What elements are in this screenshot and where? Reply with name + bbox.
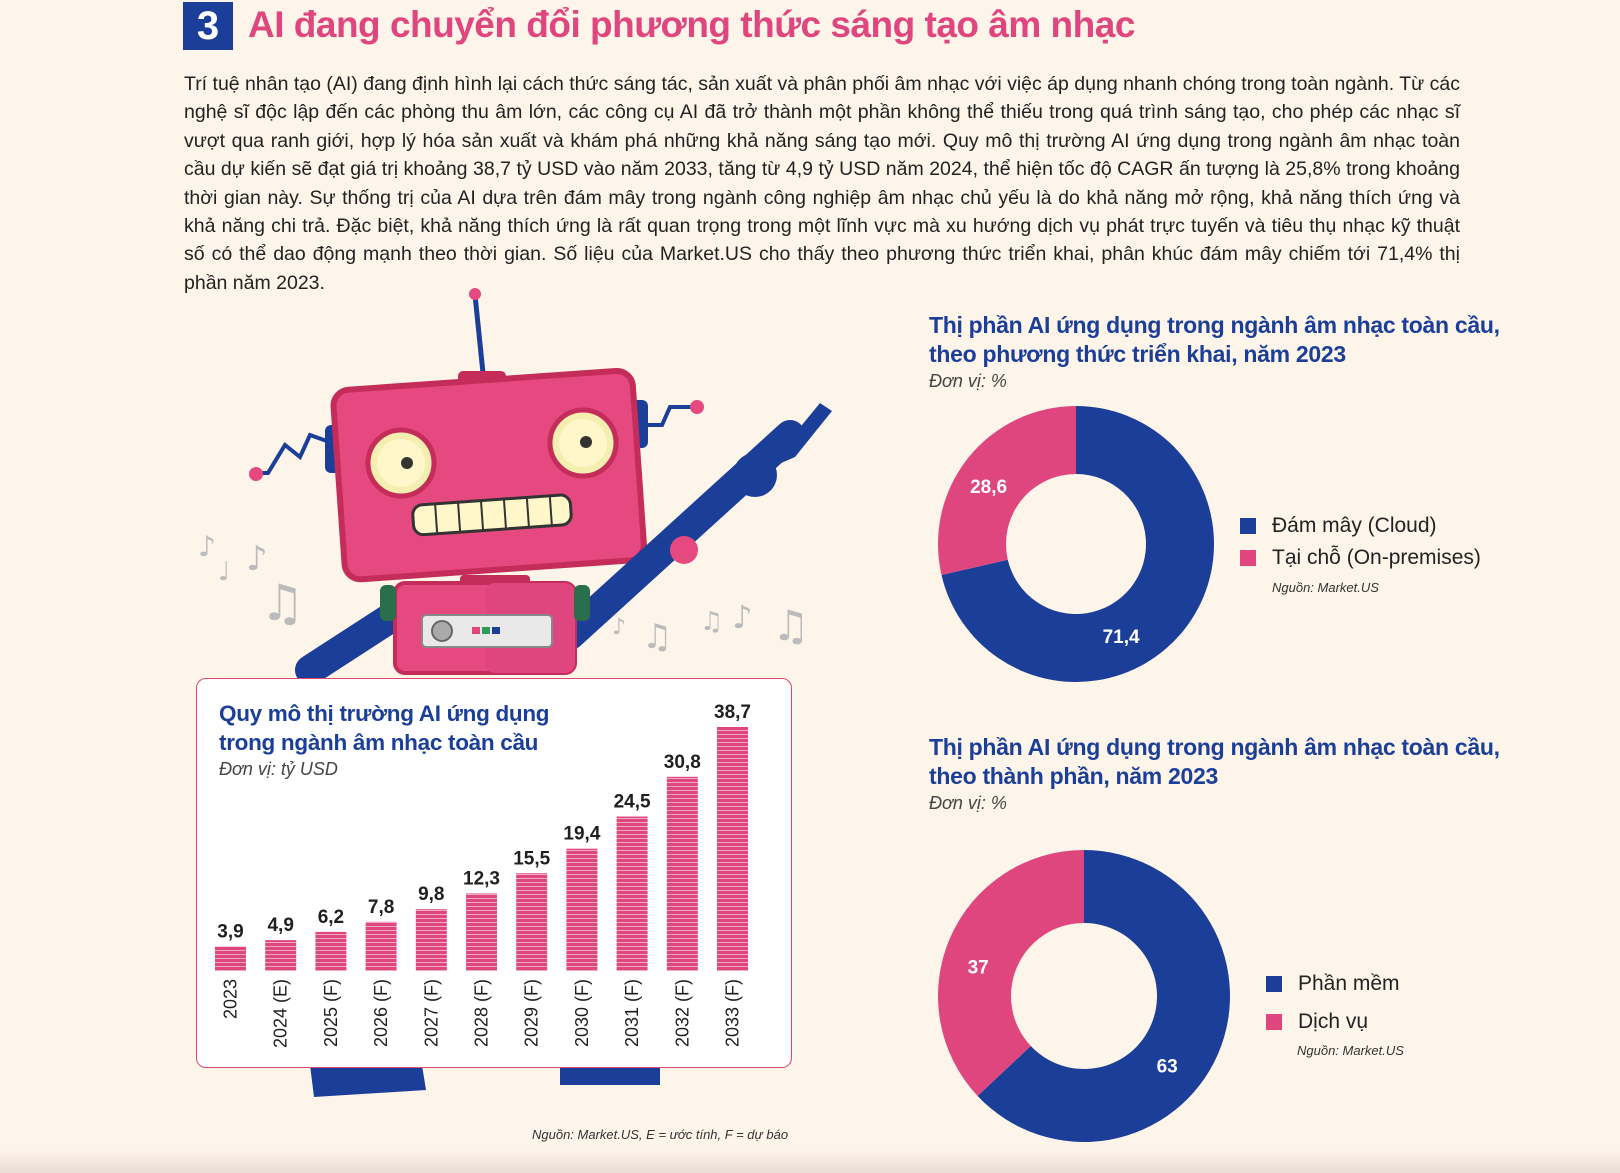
donut-slice-1 bbox=[938, 406, 1076, 575]
legend-swatch-pink bbox=[1240, 550, 1256, 566]
donut-slice-1 bbox=[938, 850, 1084, 1096]
bar-category-label: 2032 (F) bbox=[672, 979, 692, 1047]
legend-swatch-blue bbox=[1266, 976, 1282, 992]
bar-2023 bbox=[215, 946, 246, 971]
bar-chart-title-line2: trong ngành âm nhạc toàn cầu bbox=[219, 730, 539, 755]
bar-value-label: 12,3 bbox=[463, 868, 500, 889]
pie2-legend: Phần mềm Dịch vụ bbox=[1266, 972, 1400, 1042]
bar-value-label: 19,4 bbox=[563, 824, 600, 845]
donut-slice-label: 37 bbox=[968, 958, 989, 979]
svg-text:♫: ♫ bbox=[772, 601, 810, 650]
bar-category-label: 2023 bbox=[221, 979, 241, 1019]
pie2-donut: 63 37 bbox=[938, 850, 1230, 1142]
donut-slice-0 bbox=[941, 406, 1214, 682]
donut-slice-label: 63 bbox=[1157, 1057, 1178, 1078]
svg-text:♫: ♫ bbox=[642, 617, 672, 657]
donut-slice-label: 28,6 bbox=[970, 477, 1007, 498]
bar-chart: 3,9 2023 4,9 2024 (E) 6,2 2025 (F) 7,8 2026 (F)… bbox=[215, 702, 751, 1048]
bar-chart-unit: Đơn vị: tỷ USD bbox=[219, 759, 338, 779]
pie2-source: Nguồn: Market.US bbox=[1297, 1043, 1404, 1058]
pie2-unit: Đơn vị: % bbox=[929, 793, 1007, 813]
bar-value-label: 38,7 bbox=[714, 702, 751, 723]
market-size-chart-card: Quy mô thị trường AI ứng dụng trong ngàn… bbox=[196, 678, 792, 1068]
bar-value-label: 9,8 bbox=[418, 884, 444, 905]
bar-2033 (F) bbox=[717, 727, 748, 971]
bar-value-label: 24,5 bbox=[614, 792, 651, 813]
pie2-title: Thị phần AI ứng dụng trong ngành âm nhạc… bbox=[929, 733, 1500, 791]
pie1-title-line2: theo phương thức triển khai, năm 2023 bbox=[929, 341, 1346, 367]
legend-label: Tại chỗ (On-premises) bbox=[1272, 546, 1481, 569]
legend-swatch-pink bbox=[1266, 1014, 1282, 1030]
legend-label: Đám mây (Cloud) bbox=[1272, 514, 1437, 537]
bar-value-label: 30,8 bbox=[664, 752, 701, 773]
music-notes-left: ♪ ♩ ♪ ♫ bbox=[198, 530, 305, 628]
legend-swatch-blue bbox=[1240, 518, 1256, 534]
svg-text:♫: ♫ bbox=[260, 574, 305, 628]
pie1-donut: 71,4 28,6 bbox=[938, 406, 1214, 682]
svg-text:♪: ♪ bbox=[198, 530, 216, 563]
bar-2031 (F) bbox=[616, 816, 648, 971]
music-notes-right: ♪ ♫ ♫ ♪ ♫ bbox=[612, 598, 810, 657]
pie2-legend-item-software: Phần mềm bbox=[1266, 972, 1400, 996]
bar-value-label: 3,9 bbox=[217, 921, 243, 942]
legend-label: Dịch vụ bbox=[1298, 1010, 1369, 1033]
bar-category-label: 2033 (F) bbox=[723, 979, 743, 1047]
legend-label: Phần mềm bbox=[1298, 972, 1400, 995]
bar-chart-title-line1: Quy mô thị trường AI ứng dụng bbox=[219, 701, 550, 726]
pie2-legend-item-service: Dịch vụ bbox=[1266, 1010, 1400, 1034]
svg-text:♪: ♪ bbox=[612, 615, 626, 640]
bar-category-label: 2025 (F) bbox=[321, 979, 341, 1047]
section-number-badge: 3 bbox=[183, 2, 233, 50]
bar-2025 (F) bbox=[315, 931, 347, 971]
svg-text:♩: ♩ bbox=[218, 557, 230, 587]
bar-2024 (E) bbox=[265, 940, 297, 971]
pie1-source: Nguồn: Market.US bbox=[1272, 580, 1379, 595]
section-title: AI đang chuyển đổi phương thức sáng tạo … bbox=[248, 4, 1135, 45]
pie2-title-line2: theo thành phần, năm 2023 bbox=[929, 763, 1218, 789]
bar-2026 (F) bbox=[365, 921, 397, 971]
bar-2029 (F) bbox=[516, 873, 548, 971]
pie1-legend-item-cloud: Đám mây (Cloud) bbox=[1240, 514, 1481, 538]
bottom-shadow bbox=[0, 1150, 1620, 1173]
bar-value-label: 7,8 bbox=[368, 897, 394, 918]
donut-slice-label: 71,4 bbox=[1103, 627, 1140, 648]
svg-text:♫: ♫ bbox=[700, 607, 723, 637]
bar-chart-source: Nguồn: Market.US, E = ước tính, F = dự b… bbox=[532, 1127, 789, 1142]
bar-2028 (F) bbox=[466, 893, 497, 971]
intro-paragraph: Trí tuệ nhân tạo (AI) đang định hình lại… bbox=[184, 73, 1460, 294]
pie1-legend-item-onprem: Tại chỗ (On-premises) bbox=[1240, 546, 1481, 570]
svg-text:♪: ♪ bbox=[732, 598, 752, 636]
bar-category-label: 2029 (F) bbox=[522, 979, 542, 1047]
bar-2030 (F) bbox=[566, 848, 598, 971]
pie1-unit: Đơn vị: % bbox=[929, 371, 1007, 391]
bar-value-label: 15,5 bbox=[513, 848, 550, 869]
bar-category-label: 2026 (F) bbox=[371, 979, 391, 1047]
bar-category-label: 2031 (F) bbox=[622, 979, 642, 1047]
robot-illustration bbox=[249, 288, 832, 1097]
pie1-title-line1: Thị phần AI ứng dụng trong ngành âm nhạc… bbox=[929, 312, 1500, 338]
pie1-title: Thị phần AI ứng dụng trong ngành âm nhạc… bbox=[929, 311, 1500, 369]
bar-chart-title: Quy mô thị trường AI ứng dụng trong ngàn… bbox=[219, 699, 550, 757]
bar-2027 (F) bbox=[415, 909, 447, 971]
pie1-legend: Đám mây (Cloud) Tại chỗ (On-premises) bbox=[1240, 514, 1481, 578]
bar-category-label: 2030 (F) bbox=[572, 979, 592, 1047]
bar-category-label: 2027 (F) bbox=[421, 979, 441, 1047]
bar-value-label: 4,9 bbox=[267, 915, 293, 936]
bar-category-label: 2028 (F) bbox=[472, 979, 492, 1047]
bar-2032 (F) bbox=[666, 776, 698, 971]
svg-text:♪: ♪ bbox=[246, 539, 268, 579]
pie2-title-line1: Thị phần AI ứng dụng trong ngành âm nhạc… bbox=[929, 734, 1500, 760]
bar-category-label: 2024 (E) bbox=[271, 979, 291, 1048]
donut-slice-0 bbox=[977, 850, 1230, 1142]
bar-value-label: 6,2 bbox=[318, 907, 344, 928]
